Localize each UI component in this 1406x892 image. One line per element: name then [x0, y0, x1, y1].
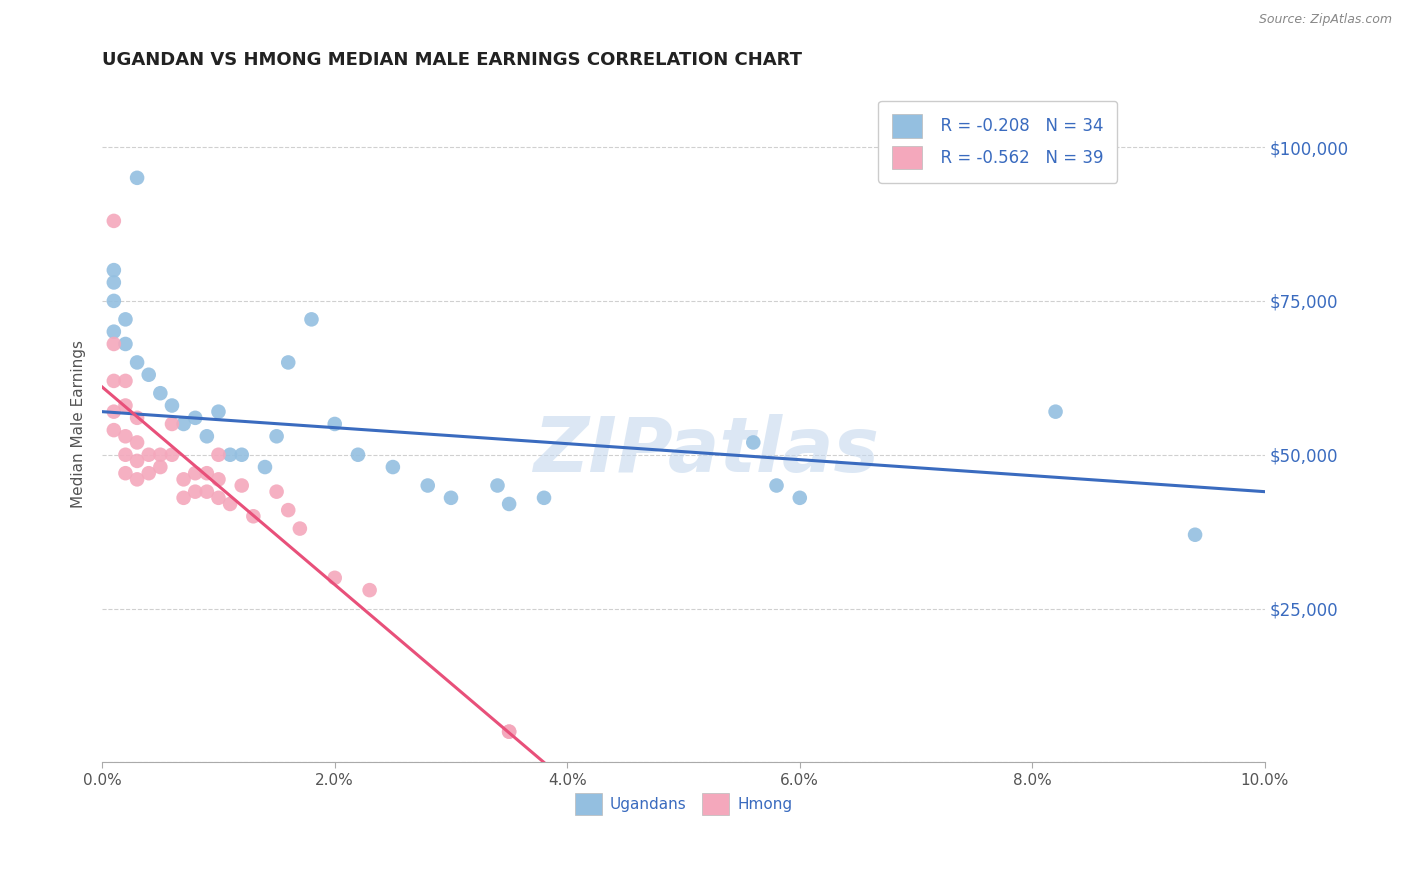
Point	[127, 355, 149, 369]
Point	[103, 276, 125, 290]
Point	[219, 497, 242, 511]
Y-axis label: Median Male Earnings: Median Male Earnings	[72, 340, 86, 508]
Point	[359, 583, 381, 598]
Point	[173, 491, 195, 505]
Point	[138, 368, 160, 382]
Point	[184, 466, 207, 480]
Point	[103, 337, 125, 351]
Point	[114, 399, 136, 413]
Point	[498, 724, 520, 739]
Point	[138, 448, 160, 462]
Point	[103, 423, 125, 437]
Point	[301, 312, 323, 326]
Point	[114, 466, 136, 480]
Point	[277, 355, 299, 369]
Point	[207, 448, 229, 462]
Point	[184, 484, 207, 499]
Point	[127, 435, 149, 450]
Point	[789, 491, 811, 505]
Point	[173, 417, 195, 431]
Point	[347, 448, 370, 462]
Point	[416, 478, 439, 492]
Point	[207, 405, 229, 419]
Point	[184, 410, 207, 425]
Point	[195, 484, 218, 499]
Point	[266, 484, 288, 499]
Point	[103, 293, 125, 308]
Point	[127, 454, 149, 468]
Point	[1184, 527, 1206, 541]
Point	[127, 472, 149, 486]
Point	[114, 374, 136, 388]
Point	[498, 724, 520, 739]
Point	[103, 214, 125, 228]
Point	[103, 325, 125, 339]
Text: UGANDAN VS HMONG MEDIAN MALE EARNINGS CORRELATION CHART: UGANDAN VS HMONG MEDIAN MALE EARNINGS CO…	[103, 51, 803, 69]
Point	[486, 478, 509, 492]
Point	[219, 448, 242, 462]
Point	[127, 410, 149, 425]
Point	[323, 417, 346, 431]
Legend: Ugandans, Hmong: Ugandans, Hmong	[567, 786, 800, 822]
Point	[195, 466, 218, 480]
Point	[160, 448, 183, 462]
Point	[231, 448, 253, 462]
Point	[253, 460, 276, 475]
Point	[149, 448, 172, 462]
Point	[207, 472, 229, 486]
Point	[114, 448, 136, 462]
Point	[103, 374, 125, 388]
Point	[288, 522, 311, 536]
Text: Source: ZipAtlas.com: Source: ZipAtlas.com	[1258, 13, 1392, 27]
Point	[323, 571, 346, 585]
Point	[231, 478, 253, 492]
Point	[765, 478, 787, 492]
Text: ZIPatlas: ZIPatlas	[534, 414, 880, 488]
Point	[149, 386, 172, 401]
Point	[138, 466, 160, 480]
Point	[114, 429, 136, 443]
Point	[160, 417, 183, 431]
Point	[440, 491, 463, 505]
Point	[149, 460, 172, 475]
Point	[127, 170, 149, 185]
Point	[103, 263, 125, 277]
Point	[498, 497, 520, 511]
Point	[195, 429, 218, 443]
Point	[277, 503, 299, 517]
Point	[207, 491, 229, 505]
Point	[173, 472, 195, 486]
Point	[266, 429, 288, 443]
Point	[114, 337, 136, 351]
Point	[533, 491, 555, 505]
Point	[381, 460, 404, 475]
Point	[160, 399, 183, 413]
Point	[242, 509, 264, 524]
Point	[742, 435, 765, 450]
Point	[114, 312, 136, 326]
Point	[1045, 405, 1067, 419]
Point	[103, 405, 125, 419]
